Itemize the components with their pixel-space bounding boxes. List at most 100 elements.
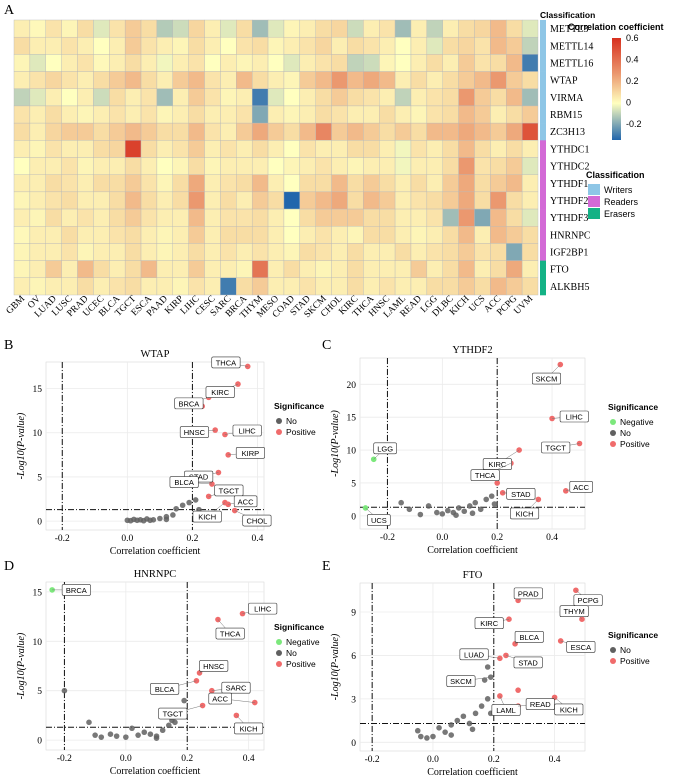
heatmap-cell [363, 191, 380, 210]
point-not-significant [425, 503, 432, 509]
point-label-box [234, 722, 264, 735]
heatmap-class-strip [540, 71, 546, 90]
heatmap-cell [299, 277, 316, 296]
heatmap-cell [490, 191, 507, 210]
heatmap-cell [331, 226, 348, 244]
point-positive [244, 363, 251, 370]
heatmap-cell [283, 191, 301, 210]
point-not-significant [414, 727, 421, 734]
heatmap-cell [442, 277, 459, 296]
heatmap-cell [45, 88, 62, 107]
heatmap-cell [236, 54, 253, 72]
point-label: KICH [240, 724, 258, 733]
panel-letter-a: A [4, 3, 15, 18]
heatmap-cell [458, 174, 475, 193]
point-not-significant [484, 696, 491, 702]
point-not-significant [192, 497, 199, 503]
heatmap-cell [45, 122, 62, 141]
heatmap-cell [77, 54, 94, 72]
heatmap-cell [61, 174, 78, 193]
heatmap-cell [109, 277, 126, 296]
heatmap-cell [458, 54, 475, 72]
legend-marker [276, 661, 282, 667]
heatmap-cell [299, 71, 316, 89]
point-not-significant [448, 722, 455, 728]
heatmap-cell [331, 174, 348, 193]
heatmap-cell [29, 88, 46, 107]
y-tick-label: 15 [33, 385, 43, 395]
point-label-box [179, 426, 209, 438]
heatmap-cell [109, 19, 126, 38]
point-label-box [569, 481, 593, 493]
heatmap-cell [299, 243, 316, 261]
heatmap-cell [236, 226, 253, 244]
heatmap-cell [156, 277, 173, 296]
heatmap-cell [410, 88, 428, 107]
heatmap-cell [13, 71, 31, 89]
point-not-significant [418, 733, 424, 740]
y-tick-label: 0 [351, 512, 356, 522]
heatmap-cell [474, 157, 491, 175]
heatmap-cell [442, 140, 459, 158]
heatmap-class-strip [540, 54, 546, 72]
heatmap-cell [299, 36, 316, 55]
heatmap-cell [172, 157, 189, 175]
heatmap-cell [315, 71, 332, 89]
heatmap-cell [426, 226, 443, 244]
heatmap-cell [77, 105, 94, 124]
heatmap-row-label: ZC3H13 [550, 127, 585, 138]
point-not-significant [166, 722, 172, 729]
point-label: ACC [573, 483, 589, 492]
heatmap-cell [458, 157, 475, 175]
point-label: THCA [475, 471, 495, 480]
heatmap-cell [188, 157, 205, 175]
heatmap-cell [156, 36, 173, 55]
heatmap-cell [506, 191, 523, 210]
heatmap-cell [172, 191, 189, 210]
heatmap-cell [267, 36, 285, 55]
heatmap-cell [315, 36, 332, 55]
heatmap-cell [188, 174, 205, 193]
heatmap-cell [267, 157, 285, 175]
heatmap-cell [521, 191, 539, 210]
heatmap-cell [93, 54, 110, 72]
heatmap-cell [347, 191, 364, 210]
heatmap-cell [109, 243, 126, 261]
heatmap-cell [506, 157, 523, 175]
heatmap-cell [426, 36, 443, 55]
heatmap-cell [474, 105, 491, 124]
point-label: KICH [560, 705, 578, 714]
heatmap-cell [426, 191, 443, 210]
heatmap-cell [188, 122, 205, 141]
point-label-box [233, 495, 258, 508]
point-not-significant [173, 505, 179, 512]
point-label: BLCA [174, 478, 194, 487]
heatmap-cell [61, 208, 78, 227]
heatmap-cell [347, 226, 364, 244]
heatmap-cell [93, 140, 110, 158]
heatmap-cell [109, 122, 126, 141]
heatmap-cell [236, 260, 253, 279]
heatmap-cell [188, 71, 205, 89]
point-label: SKCM [536, 375, 558, 384]
point-not-significant [487, 674, 494, 680]
heatmap-cell [77, 19, 94, 38]
heatmap-class-strip [540, 140, 546, 158]
heatmap-cell [140, 260, 158, 279]
heatmap-cell [379, 174, 396, 193]
heatmap-cell [93, 174, 110, 193]
classification-legend-title: Classification [586, 170, 645, 180]
heatmap-cell [29, 174, 46, 193]
heatmap-cell [156, 122, 173, 141]
heatmap-cell [29, 243, 46, 261]
heatmap-cell [442, 105, 459, 124]
point-not-significant [417, 511, 424, 518]
y-axis-label: -Log10(P-value) [16, 412, 27, 479]
point-positive [515, 687, 521, 693]
point-label: THCA [220, 630, 240, 639]
heatmap-cell [315, 122, 332, 141]
heatmap-cell [347, 105, 364, 124]
heatmap-cell [61, 36, 78, 55]
y-tick-label: 5 [37, 687, 42, 697]
heatmap-cell [251, 174, 269, 193]
